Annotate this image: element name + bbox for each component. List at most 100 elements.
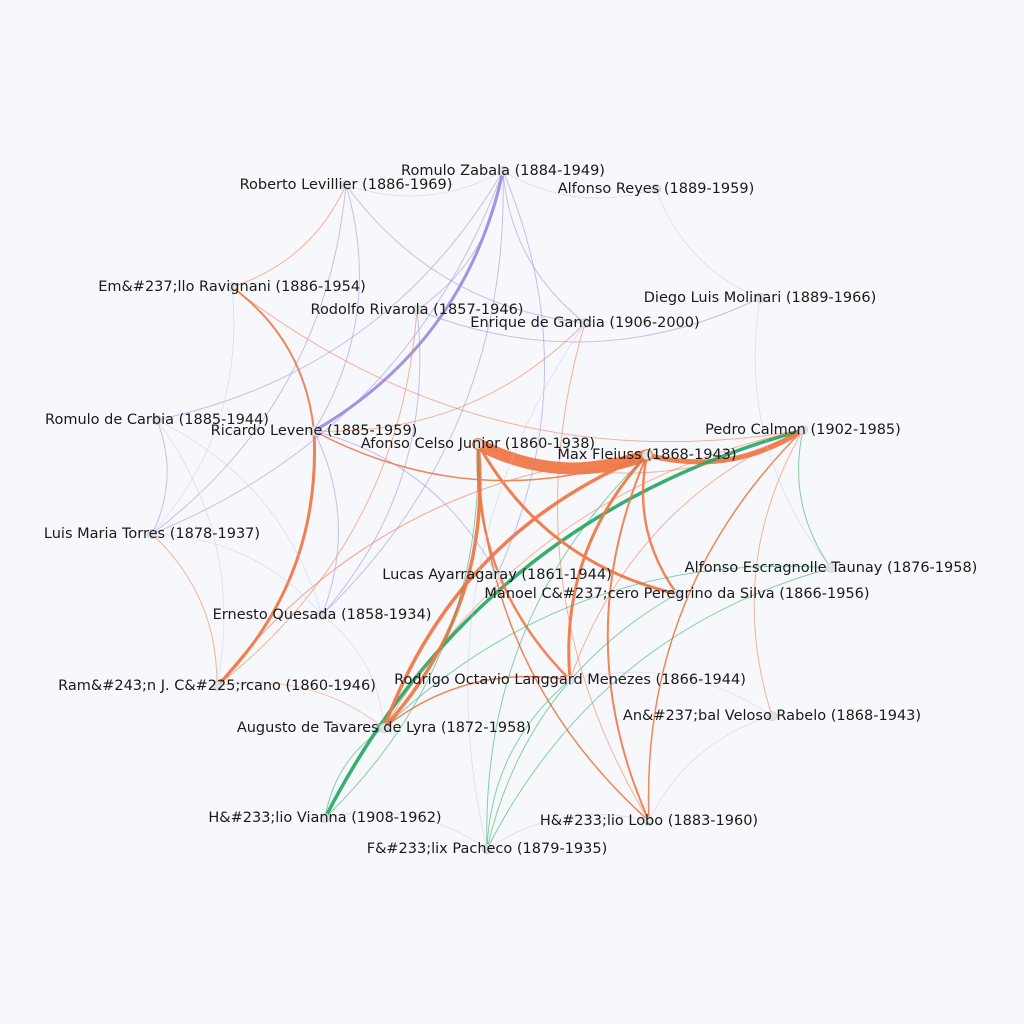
edge-zabala-reyes xyxy=(502,170,657,199)
node-label-carbia: Romulo de Carbia (1885-1944) xyxy=(45,412,269,428)
node-quesada[interactable] xyxy=(317,610,327,620)
edge-rabelo-lobo xyxy=(648,715,773,822)
edge-zabala-levene xyxy=(312,169,505,433)
edge-pacheco-lobo xyxy=(486,814,650,850)
edge-octavio-pacheco xyxy=(486,679,571,850)
label-layer: Romulo Zabala (1884-1949)Roberto Levilli… xyxy=(44,163,977,857)
node-molinari[interactable] xyxy=(755,293,765,303)
edge-fleiuss-carcano xyxy=(216,454,648,687)
edge-calmon-lobo xyxy=(647,429,804,822)
edge-lyra-vianna xyxy=(324,727,385,819)
node-label-zabala: Romulo Zabala (1884-1949) xyxy=(401,163,605,179)
edge-molinari-taunay xyxy=(754,297,832,569)
node-label-lyra: Augusto de Tavares de Lyra (1872-1958) xyxy=(237,720,531,736)
edge-levillier-gandia xyxy=(345,184,586,324)
node-label-molinari: Diego Luis Molinari (1889-1966) xyxy=(644,290,876,306)
edge-levene-quesada xyxy=(313,430,339,616)
node-label-ravignani: Em&#237;llo Ravignani (1886-1954) xyxy=(98,279,366,295)
edge-torres-carcano xyxy=(151,533,218,687)
node-label-peregrino: Manoel C&#237;cero Peregrino da Silva (1… xyxy=(484,586,869,602)
edge-fleiuss-pacheco xyxy=(486,454,648,850)
edge-peregrino-pacheco xyxy=(486,593,678,850)
edge-ravignani-torres xyxy=(151,286,235,535)
node-label-pacheco: F&#233;lix Pacheco (1879-1935) xyxy=(367,841,607,857)
edge-carcano-lyra xyxy=(216,682,385,729)
node-label-fleiuss: Max Fleiuss (1868-1943) xyxy=(557,447,736,463)
node-celso[interactable] xyxy=(473,439,483,449)
node-fleiuss[interactable] xyxy=(642,450,652,460)
edge-levillier-levene xyxy=(313,184,360,432)
edge-ravignani-calmon xyxy=(231,286,804,443)
node-lyra[interactable] xyxy=(379,723,389,733)
edge-levene-gandia xyxy=(313,322,586,432)
edge-calmon-vianna xyxy=(323,428,805,820)
node-label-quesada: Ernesto Quesada (1858-1934) xyxy=(213,607,432,623)
node-label-reyes: Alfonso Reyes (1889-1959) xyxy=(558,181,755,197)
edge-fleiuss-lobo xyxy=(606,454,650,822)
node-levillier[interactable] xyxy=(341,180,351,190)
node-calmon[interactable] xyxy=(798,425,808,435)
node-rivarola[interactable] xyxy=(412,305,422,315)
edge-zabala-torres xyxy=(151,170,504,535)
node-label-vianna: H&#233;lio Vianna (1908-1962) xyxy=(208,810,441,826)
edge-levillier-torres xyxy=(151,184,347,535)
node-zabala[interactable] xyxy=(498,166,508,176)
node-torres[interactable] xyxy=(147,529,157,539)
edge-rivarola-carcano xyxy=(216,309,418,687)
edge-calmon-rabelo xyxy=(753,429,804,717)
edge-zabala-carbia xyxy=(156,170,504,421)
edge-levillier-ravignani xyxy=(231,184,347,288)
node-reyes[interactable] xyxy=(651,184,661,194)
edge-zabala-ayarragaray xyxy=(496,170,545,576)
node-levene[interactable] xyxy=(309,426,319,436)
edge-celso-lobo xyxy=(477,443,650,822)
node-lobo[interactable] xyxy=(644,816,654,826)
edge-taunay-pacheco xyxy=(486,567,832,850)
edge-zabala-gandia xyxy=(502,170,586,324)
node-label-levene: Ricardo Levene (1885-1959) xyxy=(211,423,418,439)
node-taunay[interactable] xyxy=(826,563,836,573)
node-pacheco[interactable] xyxy=(482,844,492,854)
node-label-carcano: Ram&#243;n J. C&#225;rcano (1860-1946) xyxy=(58,678,376,694)
node-carcano[interactable] xyxy=(212,681,222,691)
node-ravignani[interactable] xyxy=(227,282,237,292)
node-gandia[interactable] xyxy=(580,318,590,328)
edge-zabala-quesada xyxy=(321,170,504,616)
edge-fleiuss-lyra xyxy=(382,453,649,730)
node-ayarragaray[interactable] xyxy=(492,570,502,580)
node-label-rivarola: Rodolfo Rivarola (1857-1946) xyxy=(311,302,524,318)
node-label-rabelo: An&#237;bal Veloso Rabelo (1868-1943) xyxy=(623,708,921,724)
node-label-ayarragaray: Lucas Ayarragaray (1861-1944) xyxy=(382,567,611,583)
edge-octavio-lyra xyxy=(383,675,571,729)
node-layer xyxy=(147,166,836,854)
edge-ravignani-levene xyxy=(231,286,315,432)
edge-levene-ayarragaray xyxy=(313,430,498,576)
edge-rivarola-quesada xyxy=(321,309,421,616)
edge-taunay-lyra xyxy=(383,565,832,729)
node-label-taunay: Alfonso Escragnolle Taunay (1876-1958) xyxy=(685,560,978,576)
edge-vianna-pacheco xyxy=(324,811,488,850)
node-label-gandia: Enrique de Gandia (1906-2000) xyxy=(470,315,699,331)
node-peregrino[interactable] xyxy=(672,589,682,599)
edge-gandia-pacheco xyxy=(467,322,586,850)
edge-octavio-rabelo xyxy=(569,671,773,717)
edge-gandia-lobo xyxy=(557,322,650,822)
node-vianna[interactable] xyxy=(320,813,330,823)
edge-calmon-lyra xyxy=(383,429,804,729)
node-label-celso: Afonso Celso Junior (1860-1938) xyxy=(361,436,595,452)
edge-carbia-carcano xyxy=(156,419,225,687)
edge-fleiuss-calmon xyxy=(644,427,806,465)
edge-calmon-octavio xyxy=(569,429,804,681)
edge-reyes-molinari xyxy=(655,188,761,299)
edge-torres-quesada xyxy=(151,533,323,616)
node-label-levillier: Roberto Levillier (1886-1969) xyxy=(240,177,453,193)
edge-fleiuss-octavio xyxy=(567,453,649,682)
node-carbia[interactable] xyxy=(152,415,162,425)
edge-zabala-rivarola xyxy=(416,170,504,311)
node-rabelo[interactable] xyxy=(767,711,777,721)
edge-molinari-rivarola xyxy=(416,297,761,343)
edge-carbia-torres xyxy=(151,419,168,535)
node-label-torres: Luis Maria Torres (1878-1937) xyxy=(44,526,260,542)
node-octavio[interactable] xyxy=(565,675,575,685)
